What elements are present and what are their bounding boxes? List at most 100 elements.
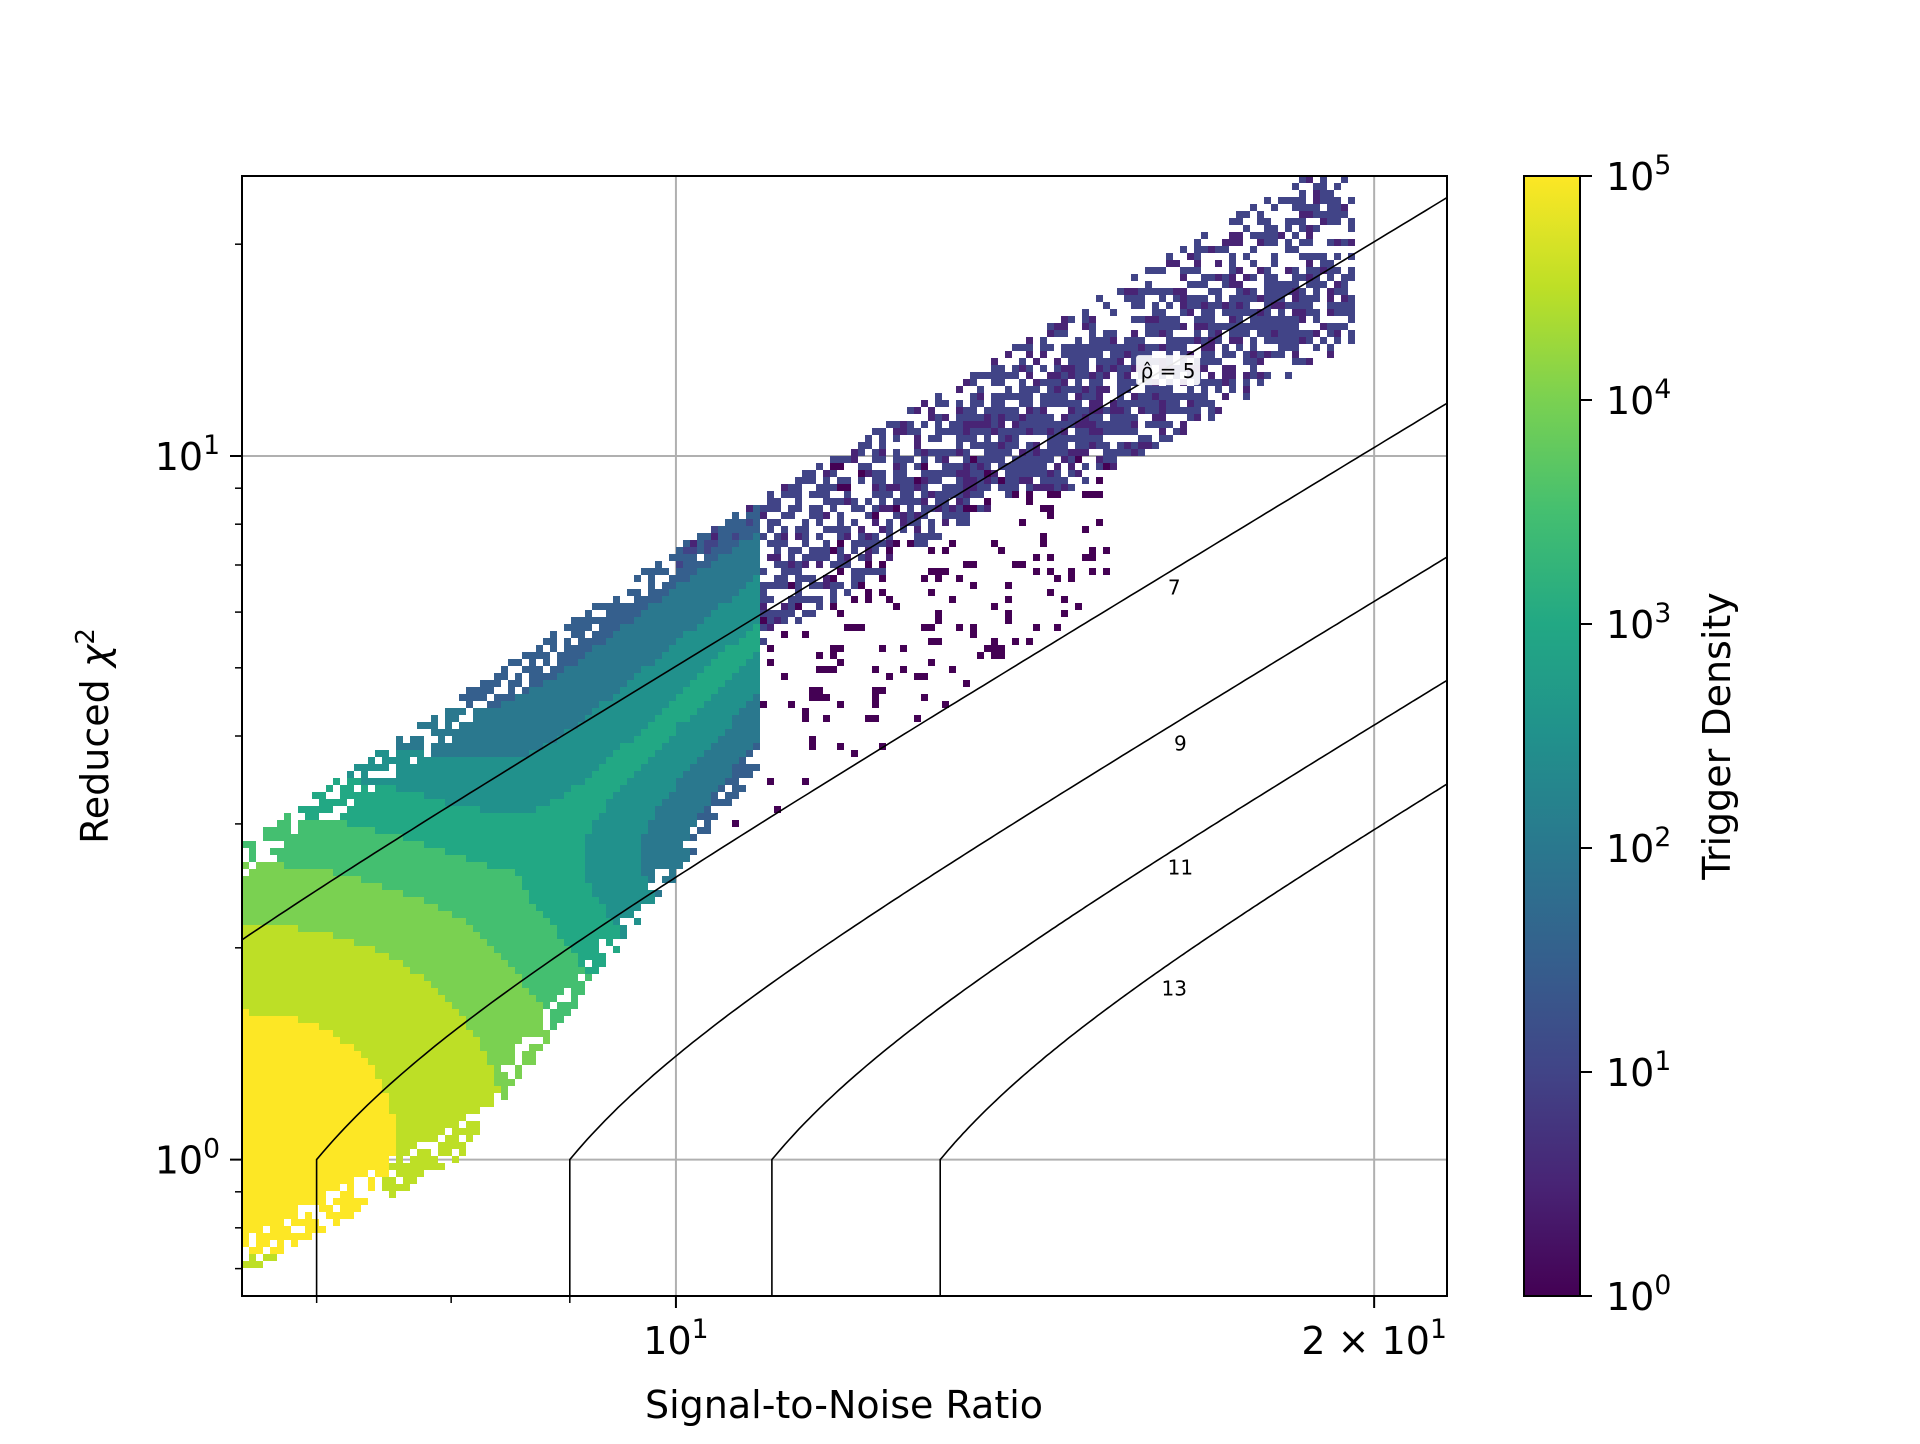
- density-cell: [354, 890, 361, 897]
- density-cell: [417, 1002, 424, 1009]
- density-cell: [879, 589, 886, 596]
- density-cell: [781, 582, 788, 589]
- density-cell: [291, 876, 298, 883]
- density-cell: [879, 645, 886, 652]
- density-cell: [1313, 197, 1320, 204]
- density-cell: [690, 589, 697, 596]
- density-cell: [1348, 337, 1355, 344]
- density-cell: [795, 617, 802, 624]
- density-cell: [536, 799, 543, 806]
- density-cell: [347, 806, 354, 813]
- density-cell: [326, 806, 333, 813]
- density-cell: [599, 960, 606, 967]
- density-cell: [494, 799, 501, 806]
- density-cell: [704, 659, 711, 666]
- density-cell: [683, 855, 690, 862]
- density-cell: [1306, 239, 1313, 246]
- density-cell: [508, 897, 515, 904]
- density-cell: [389, 890, 396, 897]
- density-cell: [739, 708, 746, 715]
- density-cell: [529, 1030, 536, 1037]
- density-cell: [1327, 197, 1334, 204]
- density-cell: [942, 414, 949, 421]
- density-cell: [501, 820, 508, 827]
- density-cell: [676, 701, 683, 708]
- density-cell: [403, 1002, 410, 1009]
- density-cell: [543, 841, 550, 848]
- density-cell: [466, 855, 473, 862]
- density-cell: [606, 694, 613, 701]
- density-cell: [375, 778, 382, 785]
- density-cell: [690, 806, 697, 813]
- density-cell: [242, 1079, 249, 1086]
- density-cell: [312, 792, 319, 799]
- density-cell: [585, 841, 592, 848]
- density-cell: [788, 554, 795, 561]
- density-cell: [1229, 337, 1236, 344]
- density-cell: [536, 1016, 543, 1023]
- density-cell: [921, 694, 928, 701]
- density-cell: [1159, 295, 1166, 302]
- density-cell: [998, 428, 1005, 435]
- density-cell: [690, 617, 697, 624]
- density-cell: [515, 827, 522, 834]
- density-cell: [872, 568, 879, 575]
- density-cell: [1201, 274, 1208, 281]
- density-cell: [473, 953, 480, 960]
- density-cell: [256, 1072, 263, 1079]
- density-cell: [599, 673, 606, 680]
- density-cell: [1292, 330, 1299, 337]
- density-cell: [1096, 372, 1103, 379]
- density-cell: [389, 1058, 396, 1065]
- density-cell: [1124, 288, 1131, 295]
- density-cell: [459, 974, 466, 981]
- density-cell: [1166, 386, 1173, 393]
- density-cell: [340, 1086, 347, 1093]
- density-cell: [487, 757, 494, 764]
- density-cell: [473, 743, 480, 750]
- density-cell: [1299, 288, 1306, 295]
- density-cell: [508, 771, 515, 778]
- density-cell: [536, 645, 543, 652]
- density-cell: [606, 897, 613, 904]
- density-cell: [725, 589, 732, 596]
- density-cell: [543, 918, 550, 925]
- density-cell: [816, 547, 823, 554]
- density-cell: [648, 596, 655, 603]
- density-cell: [1187, 302, 1194, 309]
- density-cell: [963, 470, 970, 477]
- density-cell: [1313, 288, 1320, 295]
- density-cell: [921, 456, 928, 463]
- density-cell: [711, 785, 718, 792]
- density-cell: [284, 869, 291, 876]
- density-cell: [277, 1016, 284, 1023]
- density-cell: [1278, 302, 1285, 309]
- density-cell: [557, 876, 564, 883]
- density-cell: [347, 1107, 354, 1114]
- density-cell: [1285, 323, 1292, 330]
- density-cell: [606, 862, 613, 869]
- density-cell: [466, 722, 473, 729]
- density-cell: [991, 645, 998, 652]
- density-cell: [242, 890, 249, 897]
- density-cell: [396, 743, 403, 750]
- density-cell: [431, 806, 438, 813]
- density-cell: [1306, 232, 1313, 239]
- density-cell: [592, 918, 599, 925]
- density-cell: [1285, 372, 1292, 379]
- density-cell: [557, 918, 564, 925]
- density-cell: [522, 792, 529, 799]
- density-cell: [466, 918, 473, 925]
- density-cell: [676, 568, 683, 575]
- density-cell: [557, 904, 564, 911]
- density-cell: [998, 449, 1005, 456]
- density-cell: [683, 820, 690, 827]
- density-cell: [543, 722, 550, 729]
- density-cell: [676, 589, 683, 596]
- density-cell: [1201, 386, 1208, 393]
- density-cell: [263, 974, 270, 981]
- density-cell: [641, 666, 648, 673]
- density-cell: [242, 897, 249, 904]
- density-cell: [1250, 358, 1257, 365]
- density-cell: [795, 484, 802, 491]
